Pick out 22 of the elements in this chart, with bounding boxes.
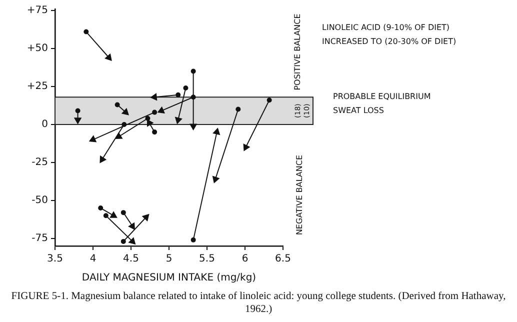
text: SWEAT LOSS — [333, 106, 384, 115]
x-tick-label: 3.5 — [47, 254, 63, 265]
y-tick-label: 0 — [42, 119, 48, 130]
text: POSITIVE BALANCE — [293, 14, 302, 90]
caption: FIGURE 5-1. Magnesium balance related to intake of linoleic acid: young college students. (Derived from Hathaway, 1962.) — [10, 290, 507, 316]
x-tick-label: 6.5 — [275, 254, 291, 265]
y-tick-label: -50 — [32, 195, 48, 206]
y-tick-label: +25 — [26, 81, 48, 92]
y-tick-label: -75 — [32, 233, 48, 244]
y-tick-label: -25 — [32, 157, 48, 168]
y-tick-label: +50 — [26, 43, 48, 54]
x-tick-label: 6 — [242, 254, 248, 265]
text: INCREASED TO (20-30% OF DIET) — [322, 37, 456, 46]
x-tick-label: 4.5 — [123, 254, 139, 265]
x-tick-label: 4 — [90, 254, 96, 265]
text: NEGATIVE BALANCE — [295, 154, 304, 236]
band-label: PROBABLE EQUILIBRIUM — [333, 92, 431, 102]
text: LINOLEIC ACID (9-10% OF DIET) — [322, 23, 450, 32]
x-axis-title: DAILY MAGNESIUM INTAKE (mg/kg) — [82, 272, 256, 284]
x-tick-label: 5 — [166, 254, 172, 265]
y-tick-label: +75 — [26, 5, 48, 16]
x-tick-label: 5.5 — [199, 254, 215, 265]
